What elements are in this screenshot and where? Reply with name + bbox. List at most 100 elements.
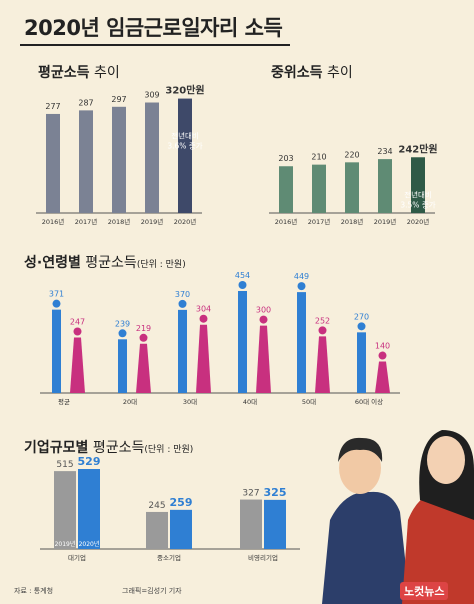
female-bar	[315, 336, 330, 393]
avg-tick-label: 2016년	[42, 217, 65, 226]
age-tick-label: 50대	[302, 398, 316, 406]
company-2020-value-label: 325	[264, 486, 287, 499]
female-bar	[256, 325, 271, 393]
female-value-label: 304	[196, 305, 211, 314]
age-tick-label: 20대	[123, 398, 137, 406]
male-value-label: 239	[115, 319, 130, 328]
page-title: 2020년 임금근로일자리 소득	[24, 16, 283, 40]
company-2020-bar	[264, 499, 286, 549]
woman-jacket-illustration	[402, 490, 474, 604]
median-bar	[279, 166, 293, 213]
company-2019-value-label: 327	[242, 489, 259, 499]
man-face-illustration	[339, 442, 381, 494]
female-bar	[136, 343, 151, 393]
avg-bar	[112, 106, 126, 213]
avg-bar	[145, 102, 159, 213]
male-bar	[357, 332, 366, 393]
man-hair-illustration	[338, 437, 383, 462]
female-icon-head	[199, 314, 208, 323]
title-underline	[20, 44, 290, 46]
company-2019-value-label: 515	[56, 460, 73, 470]
female-value-label: 219	[136, 324, 151, 333]
age-tick-label: 40대	[243, 398, 257, 406]
avg-tick-label: 2020년	[174, 217, 197, 226]
company-income-title: 기업규모별 평균소득(단위 : 만원)	[24, 440, 194, 456]
male-icon-head	[297, 282, 306, 291]
legend-2019: 2019년	[55, 540, 76, 548]
male-icon-head	[52, 299, 61, 308]
credit-text: 그래픽=김성기 기자	[122, 587, 182, 595]
avg-value-label: 309	[144, 91, 159, 100]
male-icon-head	[357, 322, 366, 331]
male-icon-head	[178, 299, 187, 308]
age-tick-label: 60대 이상	[355, 397, 383, 406]
median-tick-label: 2018년	[341, 217, 364, 226]
median-tick-label: 2019년	[374, 217, 397, 226]
company-tick-label: 비영리기업	[248, 553, 278, 562]
median-value-label: 220	[344, 150, 359, 159]
company-2020-value-label: 259	[170, 496, 193, 509]
company-2020-bar	[78, 469, 100, 549]
male-value-label: 370	[175, 290, 190, 299]
female-value-label: 300	[256, 306, 271, 315]
company-2019-bar	[240, 499, 262, 549]
male-value-label: 371	[49, 290, 64, 299]
avg-value-label: 277	[45, 102, 60, 111]
median-value-label: 210	[311, 153, 326, 162]
company-tick-label: 대기업	[68, 553, 86, 562]
median-value-label: 234	[377, 147, 392, 156]
female-bar	[375, 361, 390, 393]
man-suit-illustration	[322, 491, 410, 604]
female-icon-head	[318, 326, 327, 335]
median-tick-label: 2020년	[407, 217, 430, 226]
female-icon-head	[378, 351, 387, 360]
male-bar	[52, 309, 61, 393]
legend-2020: 2020년	[79, 540, 100, 548]
median-bar	[411, 157, 425, 213]
median-value-label: 242만원	[398, 142, 437, 155]
median-bar	[378, 159, 392, 213]
avg-tick-label: 2017년	[75, 217, 98, 226]
female-value-label: 252	[315, 316, 330, 325]
male-bar	[297, 292, 306, 393]
avg-tick-label: 2018년	[108, 217, 131, 226]
median-tick-label: 2017년	[308, 217, 331, 226]
female-icon-head	[259, 315, 268, 324]
company-2019-bar	[146, 511, 168, 549]
woman-face-illustration	[427, 436, 465, 484]
company-tick-label: 중소기업	[157, 553, 181, 562]
avg-bar	[79, 110, 93, 213]
female-value-label: 247	[70, 318, 85, 327]
median-annotation: 3.5% 증가	[400, 200, 435, 209]
median-bar	[312, 164, 326, 213]
avg-annotation: 3.6% 증가	[167, 142, 202, 151]
age-income-title: 성·연령별 평균소득(단위 : 만원)	[24, 255, 186, 271]
avg-value-label: 287	[78, 98, 93, 107]
company-2019-value-label: 245	[148, 501, 165, 511]
male-bar	[118, 339, 127, 393]
company-2020-value-label: 529	[78, 455, 101, 468]
avg-value-label: 297	[111, 95, 126, 104]
median-bar	[345, 162, 359, 213]
age-tick-label: 평균	[58, 397, 70, 406]
company-2019-bar	[54, 471, 76, 549]
avg-income-title: 평균소득 추이	[38, 65, 120, 81]
publisher-logo: 노컷뉴스	[400, 582, 449, 600]
avg-tick-label: 2019년	[141, 217, 164, 226]
male-bar	[178, 309, 187, 393]
male-bar	[238, 291, 247, 393]
male-value-label: 270	[354, 312, 369, 321]
age-tick-label: 30대	[183, 398, 197, 406]
female-icon-head	[139, 333, 148, 342]
female-icon-head	[73, 327, 82, 336]
median-value-label: 203	[278, 154, 293, 163]
avg-bar	[46, 113, 60, 213]
male-icon-head	[238, 281, 247, 289]
source-text: 자료 : 통계청	[14, 587, 54, 595]
female-bar	[70, 337, 85, 393]
female-bar	[196, 324, 211, 393]
median-tick-label: 2016년	[275, 217, 298, 226]
company-2020-bar	[170, 509, 192, 549]
male-value-label: 454	[235, 271, 250, 280]
